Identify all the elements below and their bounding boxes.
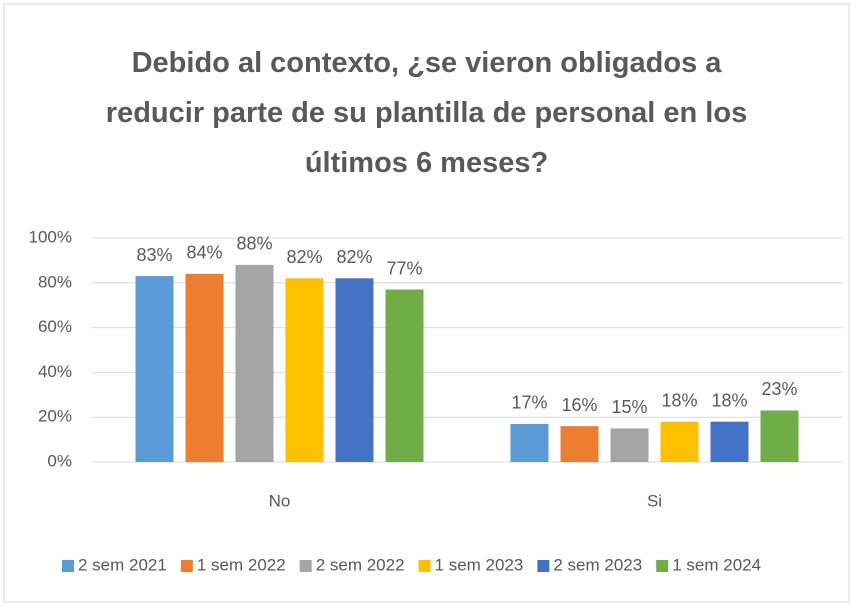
legend-label: 1 sem 2023 xyxy=(435,555,524,574)
x-tick-label: Si xyxy=(647,491,662,510)
bar xyxy=(335,278,374,462)
data-label: 17% xyxy=(511,393,547,413)
data-label: 82% xyxy=(336,247,372,267)
x-tick-label: No xyxy=(269,491,291,510)
bar xyxy=(510,423,549,462)
y-tick-label: 80% xyxy=(38,272,72,291)
data-label: 88% xyxy=(236,234,272,254)
data-label: 83% xyxy=(136,245,172,265)
legend-swatch xyxy=(180,560,193,572)
bar xyxy=(285,278,324,462)
bar xyxy=(660,421,699,462)
bar xyxy=(610,428,649,462)
data-label: 82% xyxy=(286,247,322,267)
y-tick-label: 100% xyxy=(29,227,72,246)
bar xyxy=(385,289,424,462)
bar xyxy=(135,276,174,462)
data-label: 23% xyxy=(761,379,797,399)
bar xyxy=(560,426,599,462)
data-label: 16% xyxy=(561,395,597,415)
legend-swatch xyxy=(656,560,669,572)
bar xyxy=(235,264,274,462)
legend-label: 2 sem 2021 xyxy=(78,555,167,574)
bar xyxy=(760,410,799,462)
data-label: 18% xyxy=(711,390,747,410)
bar xyxy=(185,273,224,462)
legend-label: 1 sem 2022 xyxy=(197,555,286,574)
legend-label: 1 sem 2024 xyxy=(672,555,761,574)
y-tick-label: 0% xyxy=(47,451,72,470)
data-label: 84% xyxy=(186,243,222,263)
y-tick-label: 20% xyxy=(38,407,72,426)
y-tick-label: 60% xyxy=(38,317,72,336)
bar xyxy=(710,421,749,462)
legend-label: 2 sem 2022 xyxy=(316,555,405,574)
chart-title: Debido al contexto, ¿se vieron obligados… xyxy=(105,47,748,179)
legend-swatch xyxy=(299,560,312,572)
legend-swatch xyxy=(418,560,431,572)
legend-label: 2 sem 2023 xyxy=(553,555,642,574)
data-label: 18% xyxy=(661,390,697,410)
data-label: 77% xyxy=(386,258,422,278)
y-tick-label: 40% xyxy=(38,362,72,381)
legend-swatch xyxy=(537,560,550,572)
chart-border xyxy=(3,3,850,603)
data-label: 15% xyxy=(611,397,647,417)
legend-swatch xyxy=(62,560,74,572)
